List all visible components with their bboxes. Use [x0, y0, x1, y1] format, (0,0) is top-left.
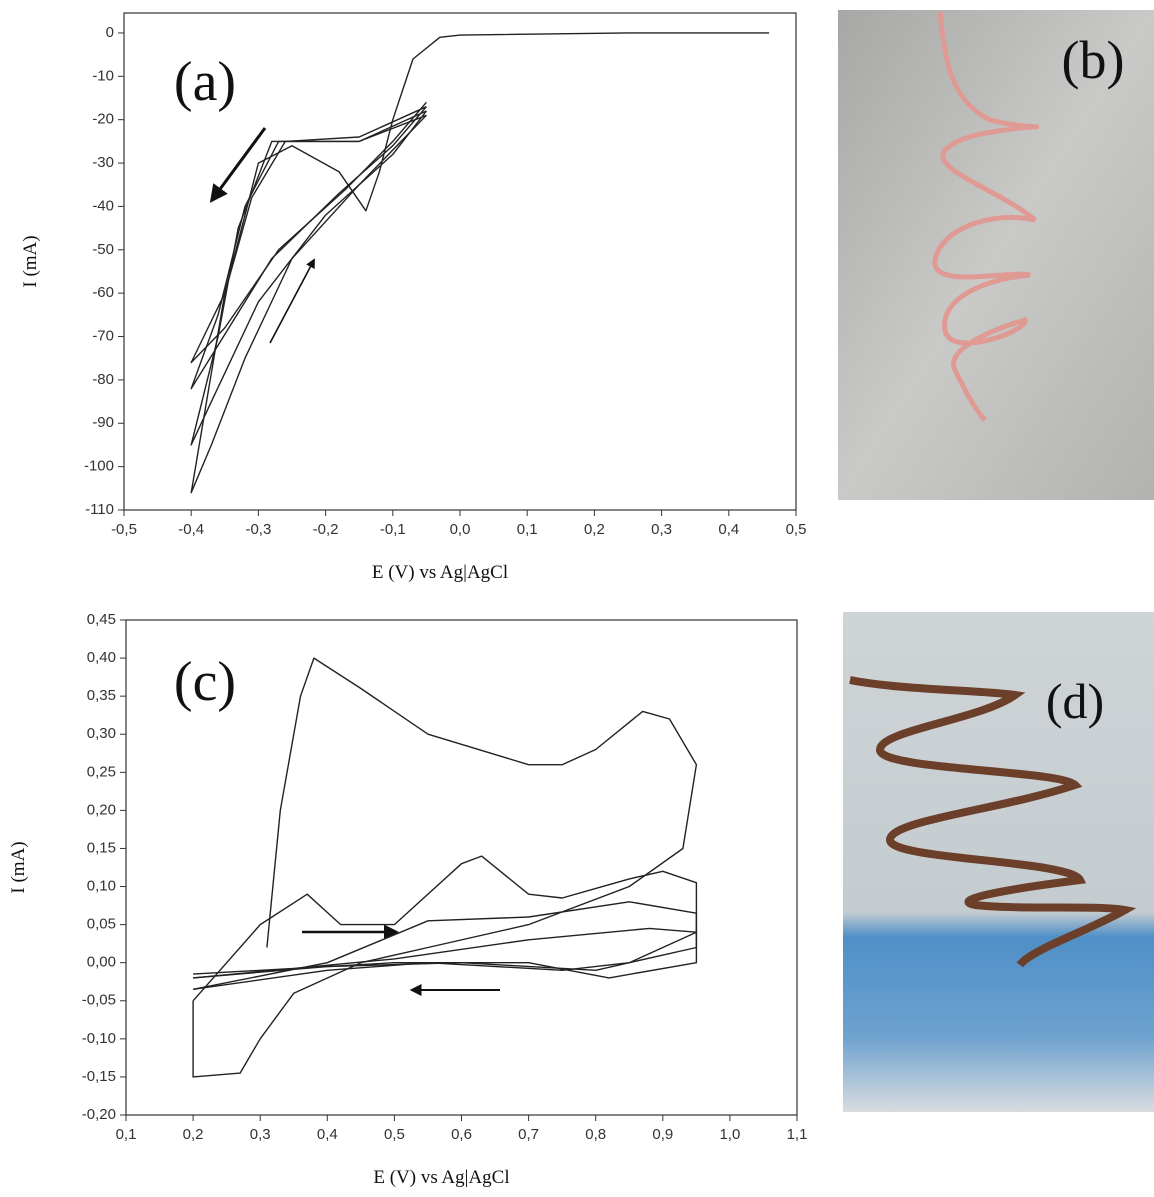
x-tick-label: 1,1: [787, 1126, 808, 1143]
x-tick-label: 0,1: [517, 521, 538, 538]
y-tick-label: -60: [92, 284, 114, 301]
x-tick-label: 0,2: [183, 1126, 204, 1143]
y-tick-label: 0,00: [87, 954, 116, 971]
chart: -0,5 -0,4 -0,3 -0,2 -0,1 0,0 0,1 0,2 0,3 0,4 0,5 0 -…: [20, 12, 807, 583]
chart: 0,1 0,2 0,3 0,4 0,5 0,6 0,7 0,8 0,9 1,0 1,1 0,45 0,4…: [8, 611, 807, 1188]
x-tick-label: 0,1: [116, 1126, 137, 1143]
x-tick-label: -0,1: [380, 521, 406, 538]
cv-curve: [190, 101, 427, 364]
y-tick-label: 0,05: [87, 916, 116, 933]
x-axis-title: E (V) vs Ag|AgCl: [373, 1167, 509, 1188]
x-tick-label: 0,3: [250, 1126, 271, 1143]
y-tick-label: 0,40: [87, 649, 116, 666]
x-tick-label: 0,4: [317, 1126, 338, 1143]
y-tick-label: -110: [85, 501, 114, 518]
panel-label: (a): [174, 51, 236, 113]
x-tick-label: 0,6: [451, 1126, 472, 1143]
scan-arrow: [269, 258, 315, 344]
cv-curve: [190, 110, 427, 446]
cv-curve: [192, 657, 698, 1078]
photo-d: (d): [843, 612, 1154, 1112]
x-tick-label: 0,9: [652, 1126, 673, 1143]
x-tick-label: 0,5: [384, 1126, 405, 1143]
cv-curve: [193, 927, 698, 979]
x-tick-label: 0,3: [651, 521, 672, 538]
y-axis-title: I (mA): [20, 235, 41, 287]
y-tick-label: -0,20: [82, 1106, 116, 1123]
x-tick-label: 1,0: [719, 1126, 740, 1143]
y-tick-label: -50: [92, 241, 114, 258]
y-tick-label: 0,25: [87, 763, 116, 780]
panel-label: (c): [174, 651, 236, 713]
y-tick-label: 0,35: [87, 687, 116, 704]
y-tick-label: 0,45: [87, 611, 116, 628]
y-tick-label: -20: [92, 111, 114, 128]
x-tick-label: -0,3: [245, 521, 271, 538]
x-tick-label: -0,4: [178, 521, 204, 538]
x-tick-label: 0,8: [585, 1126, 606, 1143]
y-tick-label: 0,10: [87, 878, 116, 895]
y-tick-label: -0,10: [82, 1030, 116, 1047]
cv-curve: [192, 901, 698, 990]
panel-label: (b): [1062, 30, 1125, 90]
photo-b: (b): [838, 10, 1154, 500]
y-tick-label: -100: [84, 458, 114, 475]
cv-curve: [192, 855, 698, 1002]
x-axis-title: E (V) vs Ag|AgCl: [372, 562, 508, 583]
y-tick-label: 0,30: [87, 725, 116, 742]
y-tick-label: -0,05: [82, 992, 116, 1009]
y-tick-label: -80: [92, 371, 114, 388]
y-tick-label: -10: [92, 67, 114, 84]
y-tick-label: 0,15: [87, 839, 116, 856]
y-tick-label: 0,20: [87, 801, 116, 818]
arrows: [209, 127, 500, 996]
x-tick-label: 0,5: [786, 521, 807, 538]
y-tick-label: -0,15: [82, 1068, 116, 1085]
y-tick-label: -90: [92, 414, 114, 431]
y-axis-title: I (mA): [8, 841, 29, 893]
corroded-coil: [849, 676, 1137, 968]
y-tick-label: -40: [92, 197, 114, 214]
scan-arrow: [209, 127, 267, 203]
x-tick-label: 0,2: [584, 521, 605, 538]
x-tick-label: 0,0: [450, 521, 471, 538]
y-tick-label: -70: [92, 327, 114, 344]
y-tick-label: -30: [92, 154, 114, 171]
panel-label: (d): [1046, 673, 1104, 729]
cv-curve: [190, 32, 770, 494]
x-tick-label: 0,7: [518, 1126, 539, 1143]
photo-background: [838, 10, 1154, 500]
x-tick-label: -0,5: [111, 521, 137, 538]
x-tick-label: -0,2: [313, 521, 339, 538]
copper-coil: [932, 11, 1040, 422]
y-tick-label: 0: [106, 24, 114, 41]
x-tick-label: 0,4: [718, 521, 739, 538]
cv-curve: [190, 106, 427, 390]
